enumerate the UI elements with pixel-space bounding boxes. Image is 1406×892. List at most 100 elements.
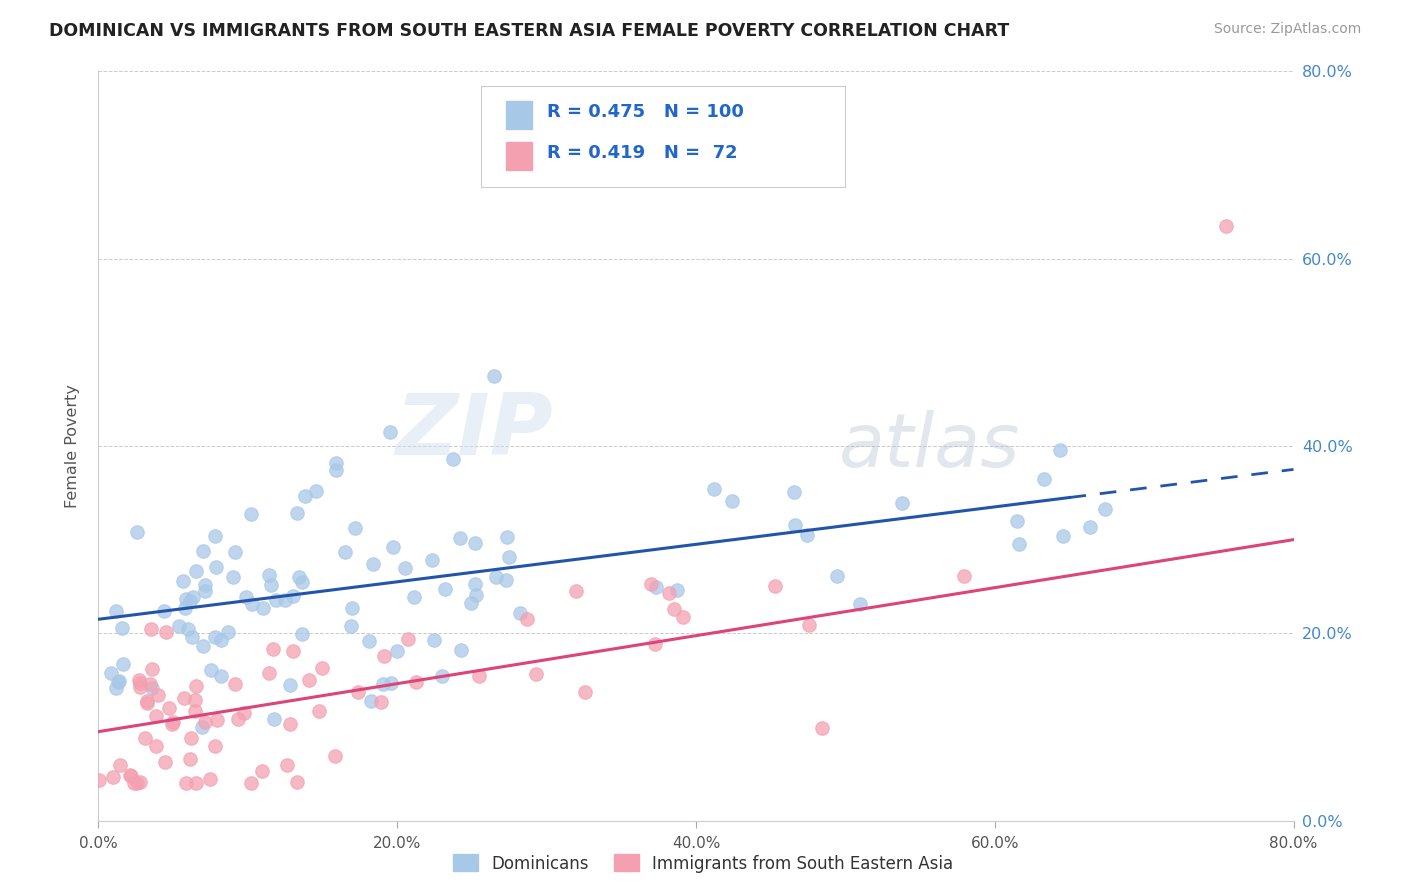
Point bbox=[288, 569, 311, 583]
Point bbox=[186, 564, 208, 578]
Point bbox=[221, 570, 243, 584]
Point bbox=[194, 578, 217, 592]
Point bbox=[180, 731, 202, 745]
Point bbox=[136, 696, 159, 710]
Point bbox=[191, 639, 214, 653]
Point bbox=[224, 677, 246, 691]
Point bbox=[281, 644, 304, 658]
Point bbox=[323, 749, 346, 764]
Point bbox=[276, 757, 298, 772]
Point bbox=[139, 677, 162, 691]
Point bbox=[294, 489, 316, 503]
Point bbox=[262, 642, 284, 657]
Point bbox=[360, 693, 382, 707]
Point bbox=[308, 704, 330, 718]
Point bbox=[125, 776, 148, 790]
Text: Source: ZipAtlas.com: Source: ZipAtlas.com bbox=[1213, 22, 1361, 37]
Point bbox=[640, 577, 662, 591]
Point bbox=[204, 630, 226, 644]
Point bbox=[176, 776, 198, 790]
Point bbox=[342, 601, 364, 615]
Point bbox=[347, 685, 370, 699]
Point bbox=[217, 625, 239, 640]
Point bbox=[200, 663, 222, 677]
Point bbox=[100, 665, 122, 680]
Point bbox=[263, 712, 285, 726]
Point bbox=[191, 544, 214, 558]
Point bbox=[259, 568, 281, 582]
Point bbox=[141, 681, 163, 695]
Point bbox=[385, 644, 408, 658]
FancyBboxPatch shape bbox=[481, 87, 845, 187]
Point bbox=[157, 701, 180, 715]
Point bbox=[1008, 537, 1031, 551]
Point bbox=[799, 617, 821, 632]
Point bbox=[162, 715, 184, 730]
Point bbox=[205, 560, 228, 574]
Point bbox=[186, 776, 208, 790]
Point bbox=[468, 669, 491, 683]
Point bbox=[394, 560, 416, 574]
Point bbox=[373, 676, 395, 690]
Point bbox=[703, 482, 725, 496]
Point bbox=[443, 451, 465, 466]
Point bbox=[291, 574, 314, 589]
Point bbox=[129, 680, 152, 694]
Point bbox=[264, 593, 287, 607]
Point bbox=[194, 715, 217, 730]
Point bbox=[825, 569, 848, 583]
Text: R = 0.475   N = 100: R = 0.475 N = 100 bbox=[547, 103, 744, 120]
Point bbox=[257, 665, 280, 680]
Point bbox=[291, 627, 314, 641]
Point bbox=[644, 580, 666, 594]
Point bbox=[381, 540, 404, 554]
Point bbox=[141, 662, 163, 676]
Point bbox=[204, 739, 226, 753]
Point bbox=[200, 772, 222, 787]
Point bbox=[240, 598, 263, 612]
Point bbox=[278, 717, 301, 731]
Point bbox=[260, 578, 283, 592]
Point bbox=[224, 545, 246, 559]
Point bbox=[953, 569, 976, 583]
Point bbox=[172, 574, 194, 588]
Point bbox=[509, 606, 531, 620]
Bar bbox=[506, 142, 533, 170]
Point bbox=[108, 757, 131, 772]
Point bbox=[174, 600, 197, 615]
Point bbox=[1049, 443, 1071, 458]
Point bbox=[495, 530, 517, 544]
Point bbox=[672, 610, 695, 624]
Point bbox=[396, 632, 419, 647]
Point bbox=[298, 673, 321, 687]
Point bbox=[721, 494, 744, 508]
Point bbox=[449, 531, 471, 545]
Point bbox=[378, 425, 401, 439]
Point bbox=[205, 713, 228, 727]
Point bbox=[280, 678, 302, 692]
Point bbox=[460, 596, 482, 610]
Point bbox=[665, 583, 688, 598]
Point bbox=[145, 739, 167, 754]
Point bbox=[644, 637, 666, 651]
Point bbox=[153, 755, 176, 769]
Point bbox=[128, 774, 150, 789]
Point bbox=[658, 586, 681, 600]
Point bbox=[104, 604, 127, 618]
Point bbox=[335, 545, 357, 559]
Point bbox=[423, 633, 446, 648]
Point bbox=[283, 590, 305, 604]
Point bbox=[146, 688, 169, 702]
Point bbox=[173, 691, 195, 706]
Point bbox=[782, 485, 804, 500]
Y-axis label: Female Poverty: Female Poverty bbox=[65, 384, 80, 508]
Point bbox=[239, 776, 262, 790]
Point bbox=[160, 716, 183, 731]
Point bbox=[287, 506, 309, 520]
Point bbox=[120, 769, 142, 783]
Point bbox=[463, 536, 485, 550]
Point bbox=[574, 685, 596, 699]
Point bbox=[422, 553, 444, 567]
Point bbox=[1052, 529, 1074, 543]
Point bbox=[179, 752, 201, 766]
